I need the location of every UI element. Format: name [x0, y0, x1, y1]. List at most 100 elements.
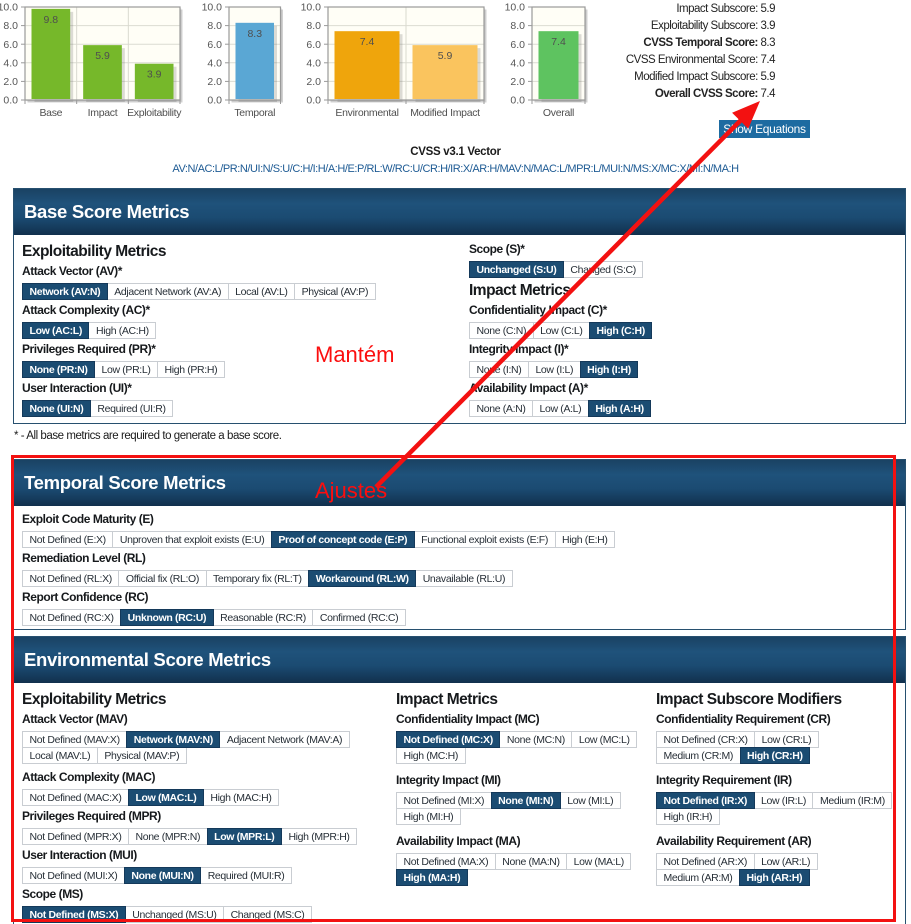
metric-button-ir-m[interactable]: Medium (IR:M)	[812, 792, 893, 809]
metric-button-a-l[interactable]: Low (A:L)	[532, 400, 589, 417]
metric-button-ma-x[interactable]: Not Defined (MA:X)	[396, 853, 496, 870]
metric-button-mav-a[interactable]: Adjacent Network (MAV:A)	[219, 731, 350, 748]
metric-button-mc-x[interactable]: Not Defined (MC:X)	[396, 731, 501, 748]
metric-button-mpr-x[interactable]: Not Defined (MPR:X)	[22, 828, 129, 845]
metric-button-mpr-h[interactable]: High (MPR:H)	[280, 828, 358, 845]
metric-button-mpr-l[interactable]: Low (MPR:L)	[206, 828, 282, 845]
metric-button-mui-x[interactable]: Not Defined (MUI:X)	[22, 867, 125, 884]
metric-button-ac-l[interactable]: Low (AC:L)	[22, 322, 90, 339]
metric-button-mui-n[interactable]: None (MUI:N)	[123, 867, 202, 884]
metric-button-ir-x[interactable]: Not Defined (IR:X)	[656, 792, 755, 809]
metric-button-ar-h[interactable]: High (AR:H)	[738, 869, 810, 886]
metric-button-e-h[interactable]: High (E:H)	[554, 531, 616, 548]
metric-button-rl-w[interactable]: Workaround (RL:W)	[308, 570, 417, 587]
metric-label-rl: Remediation Level (RL)	[22, 551, 146, 565]
y-tick-label: 0.0	[306, 95, 321, 107]
metric-button-ir-l[interactable]: Low (IR:L)	[753, 792, 814, 809]
metric-button-e-p[interactable]: Proof of concept code (E:P)	[270, 531, 415, 548]
score-summary: Impact Subscore: 5.9 Exploitability Subsc…	[626, 1, 776, 103]
metric-button-rl-x[interactable]: Not Defined (RL:X)	[22, 570, 120, 587]
metric-group-ui: User Interaction (UI)* None (UI:N) Require…	[22, 382, 376, 417]
score-label: Exploitability Subscore:	[650, 20, 758, 32]
metric-button-c-l[interactable]: Low (C:L)	[532, 322, 590, 339]
metric-button-ui-n[interactable]: None (UI:N)	[22, 400, 91, 417]
metric-button-s-u[interactable]: Unchanged (S:U)	[469, 261, 564, 278]
metric-button-ac-h[interactable]: High (AC:H)	[88, 322, 157, 339]
metric-button-pr-l[interactable]: Low (PR:L)	[93, 361, 158, 378]
metric-button-c-h[interactable]: High (C:H)	[588, 322, 653, 339]
metric-button-i-l[interactable]: Low (I:L)	[527, 361, 581, 378]
y-tick-label: 8.0	[207, 20, 222, 32]
metric-button-pr-h[interactable]: High (PR:H)	[157, 361, 225, 378]
metric-button-e-f[interactable]: Functional exploit exists (E:F)	[413, 531, 556, 548]
metric-button-ma-l[interactable]: Low (MA:L)	[566, 853, 632, 870]
metric-button-mpr-n[interactable]: None (MPR:N)	[127, 828, 208, 845]
metric-button-av-a[interactable]: Adjacent Network (AV:A)	[106, 283, 229, 300]
vector-string-link[interactable]: AV:N/AC:L/PR:N/UI:N/S:U/C:H/I:H/A:H/E:P/…	[172, 163, 739, 175]
metric-button-e-u[interactable]: Unproven that exploit exists (E:U)	[112, 531, 272, 548]
metric-button-s-c[interactable]: Changed (S:C)	[562, 261, 644, 278]
metric-button-mac-l[interactable]: Low (MAC:L)	[127, 789, 204, 806]
metric-button-mc-h[interactable]: High (MC:H)	[396, 747, 466, 764]
metric-button-mui-r[interactable]: Required (MUI:R)	[200, 867, 292, 884]
metric-button-ar-m[interactable]: Medium (AR:M)	[656, 869, 740, 886]
metric-button-mi-l[interactable]: Low (MI:L)	[559, 792, 621, 809]
metric-button-pr-n[interactable]: None (PR:N)	[22, 361, 95, 378]
metric-button-cr-x[interactable]: Not Defined (CR:X)	[656, 731, 756, 748]
metric-button-mi-h[interactable]: High (MI:H)	[396, 808, 461, 825]
metric-button-ir-h[interactable]: High (IR:H)	[656, 808, 720, 825]
metric-button-mav-p[interactable]: Physical (MAV:P)	[96, 747, 187, 764]
env-exploitability-column: Exploitability Metrics Attack Vector (MAV…	[22, 691, 358, 924]
metric-button-av-l[interactable]: Local (AV:L)	[227, 283, 296, 300]
metric-button-ma-h[interactable]: High (MA:H)	[396, 869, 468, 886]
metric-button-a-n[interactable]: None (A:N)	[469, 400, 534, 417]
metric-button-cr-l[interactable]: Low (CR:L)	[754, 731, 819, 748]
x-category-label-exploitability: Exploitability	[127, 107, 182, 119]
metric-button-rc-x[interactable]: Not Defined (RC:X)	[22, 609, 122, 626]
metric-label-e: Exploit Code Maturity (E)	[22, 512, 154, 526]
metric-button-rl-t[interactable]: Temporary fix (RL:T)	[205, 570, 310, 587]
metric-button-ui-r[interactable]: Required (UI:R)	[89, 400, 174, 417]
bar-value-label-modified-impact: 5.9	[438, 50, 453, 62]
metric-button-mi-x[interactable]: Not Defined (MI:X)	[396, 792, 492, 809]
metric-button-row: Not Defined (MAV:X) Network (MAV:N) Adjace…	[22, 731, 357, 748]
bar-environmental	[334, 31, 400, 99]
metric-button-ar-l[interactable]: Low (AR:L)	[753, 853, 818, 870]
metric-button-ms-u[interactable]: Unchanged (MS:U)	[124, 906, 225, 923]
y-tick-label: 8.0	[306, 20, 321, 32]
metric-button-mav-l[interactable]: Local (MAV:L)	[22, 747, 98, 764]
metric-button-c-n[interactable]: None (C:N)	[469, 322, 534, 339]
metric-button-ms-c[interactable]: Changed (MS:C)	[223, 906, 312, 923]
metric-button-cr-m[interactable]: Medium (CR:M)	[656, 747, 741, 764]
metric-button-a-h[interactable]: High (A:H)	[587, 400, 652, 417]
metric-button-mi-n[interactable]: None (MI:N)	[490, 792, 561, 809]
metric-button-rl-u[interactable]: Unavailable (RL:U)	[415, 570, 513, 587]
metric-label-i: Integrity Impact (I)*	[469, 342, 569, 356]
metric-button-av-p[interactable]: Physical (AV:P)	[294, 283, 376, 300]
metric-button-rc-r[interactable]: Reasonable (RC:R)	[212, 609, 314, 626]
metric-button-e-x[interactable]: Not Defined (E:X)	[22, 531, 114, 548]
metric-button-mac-h[interactable]: High (MAC:H)	[202, 789, 279, 806]
metric-button-i-h[interactable]: High (I:H)	[579, 361, 639, 378]
metric-button-av-n[interactable]: Network (AV:N)	[22, 283, 108, 300]
metric-button-mc-n[interactable]: None (MC:N)	[499, 731, 573, 748]
metric-button-rc-c[interactable]: Confirmed (RC:C)	[312, 609, 406, 626]
metric-button-rc-u[interactable]: Unknown (RC:U)	[120, 609, 214, 626]
show-equations-button[interactable]: Show Equations	[719, 120, 810, 138]
metric-button-ar-x[interactable]: Not Defined (AR:X)	[656, 853, 755, 870]
metric-button-mav-n[interactable]: Network (MAV:N)	[126, 731, 221, 748]
metric-button-i-n[interactable]: None (I:N)	[469, 361, 529, 378]
y-tick-label: 0.0	[3, 95, 18, 107]
metric-button-cr-h[interactable]: High (CR:H)	[739, 747, 811, 764]
metric-button-ms-x[interactable]: Not Defined (MS:X)	[22, 906, 126, 923]
base-section-title: Base Score Metrics	[24, 201, 190, 222]
metric-button-mav-x[interactable]: Not Defined (MAV:X)	[22, 731, 128, 748]
metric-button-mc-l[interactable]: Low (MC:L)	[571, 731, 638, 748]
chart-base-impact-exploitability: 9.8 5.9 3.9 0.0 2.0 4.0 6.0 8.0 10.0 Base Impact Ex…	[0, 2, 183, 119]
env-impact-column: Impact Metrics Confidentiality Impact (MC…	[396, 691, 638, 896]
metric-button-rl-o[interactable]: Official fix (RL:O)	[118, 570, 207, 587]
bar-impact	[83, 45, 122, 99]
metric-button-mac-x[interactable]: Not Defined (MAC:X)	[22, 789, 129, 806]
metric-button-ma-n[interactable]: None (MA:N)	[494, 853, 568, 870]
